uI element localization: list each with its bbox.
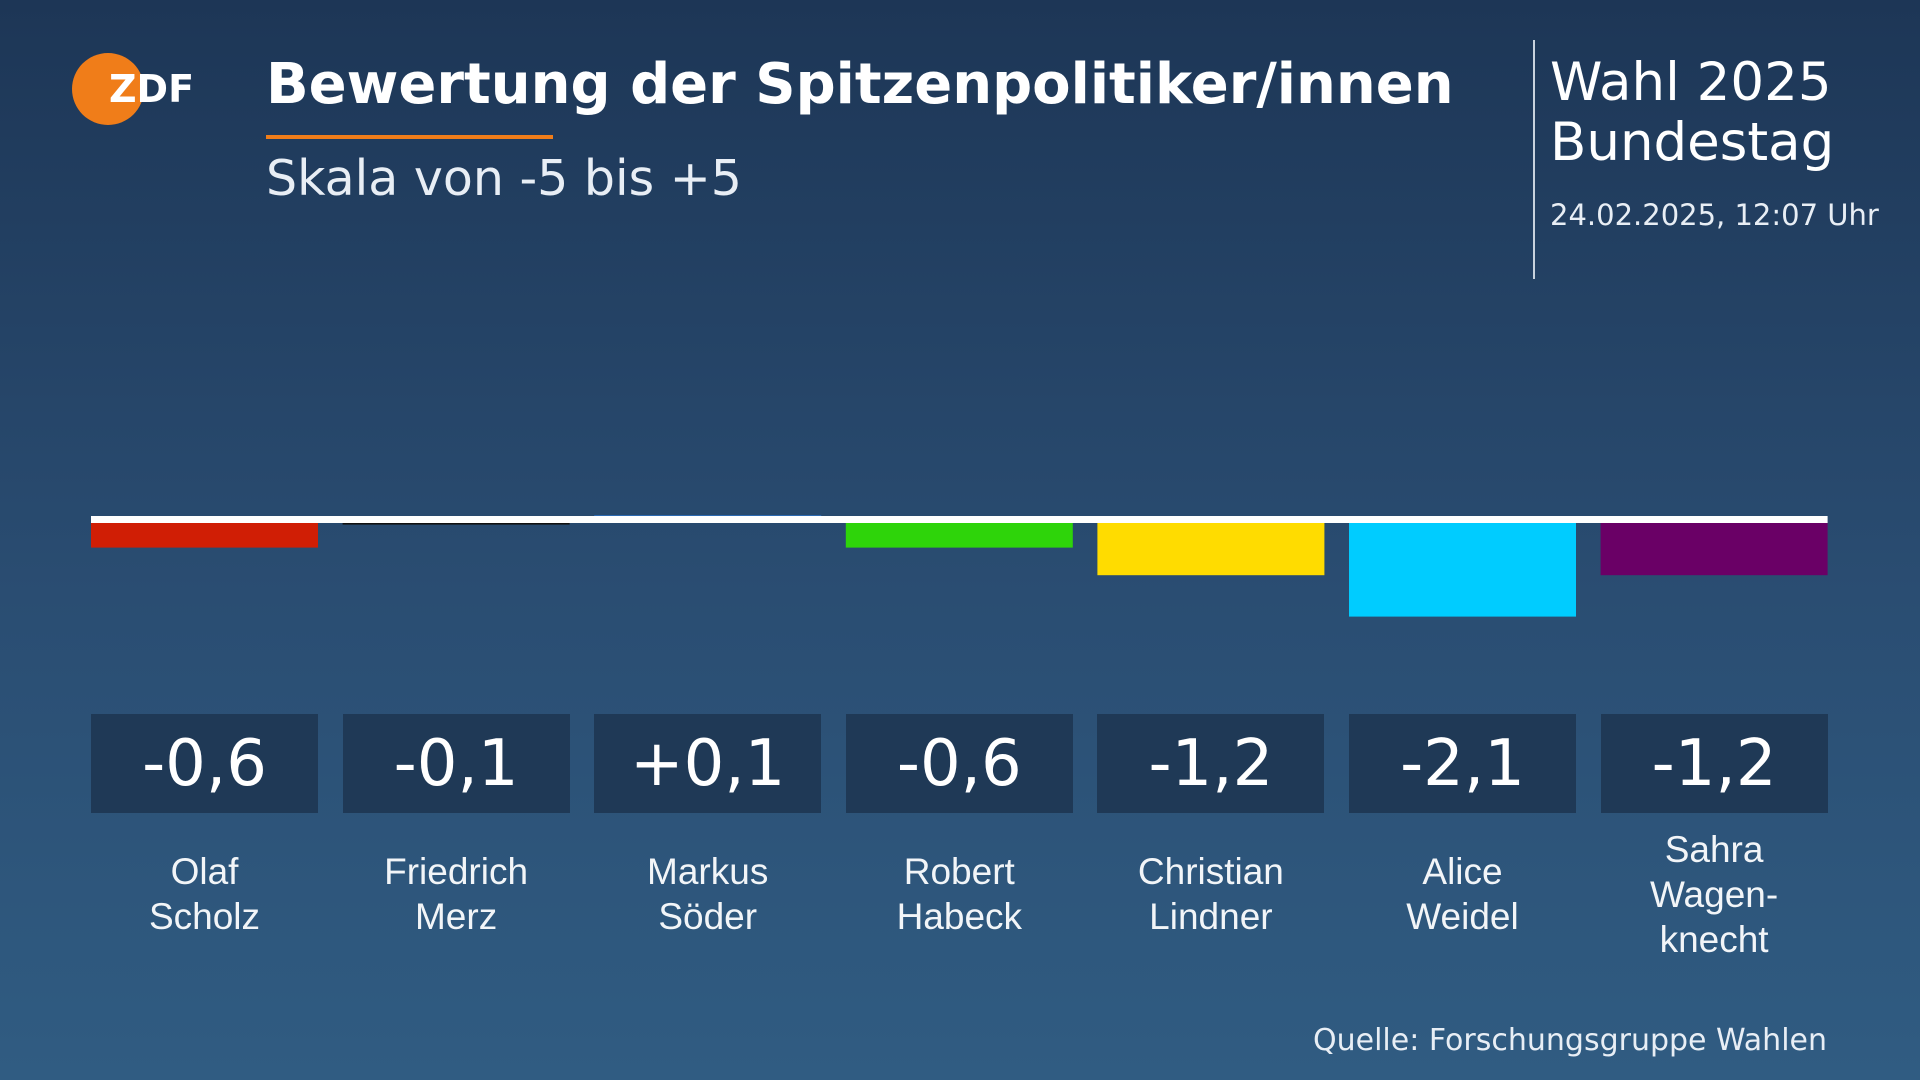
bar bbox=[91, 520, 318, 548]
timestamp: 24.02.2025, 12:07 Uhr bbox=[1550, 198, 1879, 232]
source: Quelle: Forschungsgruppe Wahlen bbox=[1313, 1023, 1827, 1058]
parliament: Bundestag bbox=[1550, 112, 1835, 173]
value-label: -0,6 bbox=[91, 714, 318, 813]
category-label: Alice Weidel bbox=[1406, 851, 1519, 937]
logo-circle bbox=[72, 53, 144, 125]
baseline bbox=[91, 516, 1828, 523]
category-label: Christian Lindner bbox=[1137, 851, 1284, 937]
value-label: -1,2 bbox=[1600, 714, 1828, 813]
chart-subtitle: Skala von -5 bis +5 bbox=[266, 150, 742, 207]
value-label: -0,6 bbox=[845, 714, 1073, 813]
category-label: Friedrich Merz bbox=[384, 851, 529, 937]
category-label: Olaf Scholz bbox=[148, 851, 261, 937]
category-label: Robert Habeck bbox=[896, 851, 1023, 937]
bar bbox=[1097, 520, 1325, 576]
chart-title: Bewertung der Spitzenpolitiker/innen bbox=[266, 52, 1454, 117]
election: Wahl 2025 bbox=[1550, 52, 1832, 113]
title-underline bbox=[266, 135, 553, 139]
category-label: Sahra Wagen- knecht bbox=[1650, 828, 1779, 960]
value-label: -0,1 bbox=[342, 714, 570, 813]
bar bbox=[1349, 520, 1576, 617]
bar bbox=[1600, 520, 1828, 576]
separator bbox=[1533, 40, 1535, 279]
logo: ZDF bbox=[109, 67, 194, 111]
value-label: +0,1 bbox=[594, 714, 822, 813]
category-label: Markus Söder bbox=[647, 851, 769, 937]
bar bbox=[845, 520, 1073, 548]
value-label: -1,2 bbox=[1097, 714, 1325, 813]
value-label: -2,1 bbox=[1349, 714, 1576, 813]
